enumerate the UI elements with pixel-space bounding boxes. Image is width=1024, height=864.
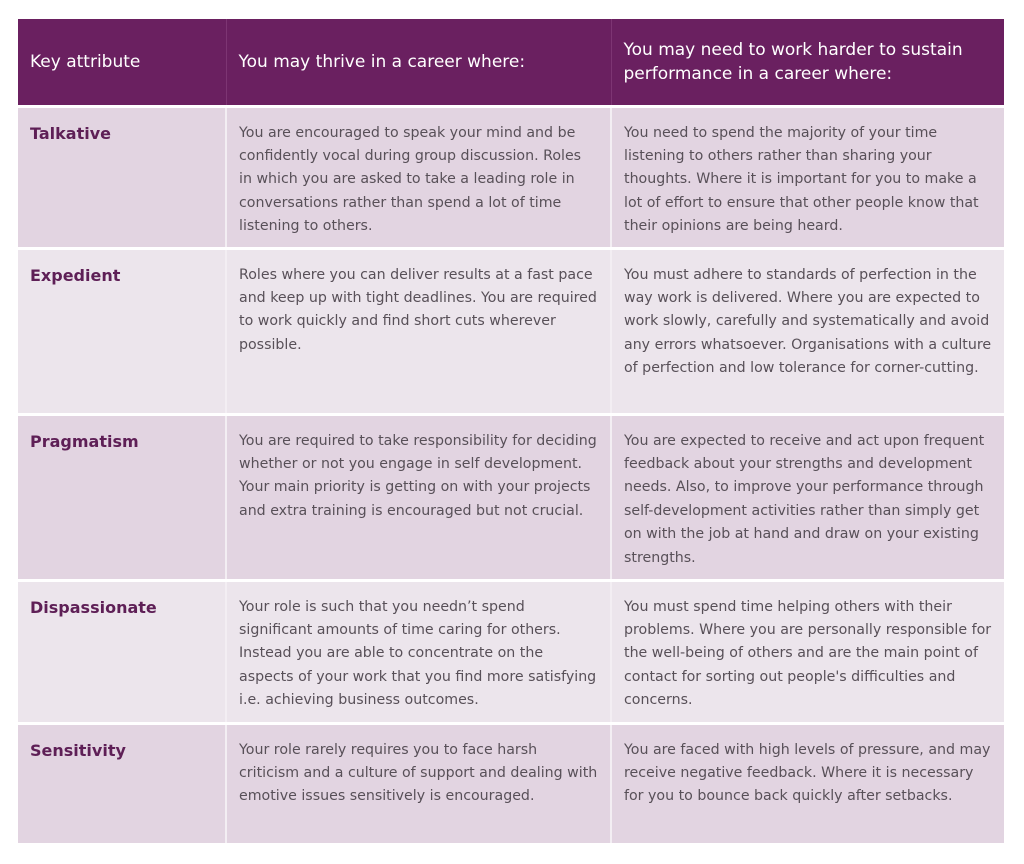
attribute-name: Expedient (18, 248, 227, 414)
attribute-name: Pragmatism (18, 414, 227, 580)
work-harder-description: You must spend time helping others with … (611, 580, 1004, 723)
attribute-name: Sensitivity (18, 723, 227, 843)
table-row: Dispassionate Your role is such that you… (18, 580, 1004, 723)
thrive-description: Roles where you can deliver results at a… (226, 248, 612, 414)
attribute-name: Dispassionate (18, 580, 227, 723)
table-header-row: Key attribute You may thrive in a career… (18, 19, 1004, 106)
work-harder-description: You need to spend the majority of your t… (611, 106, 1004, 248)
table-row: Pragmatism You are required to take resp… (18, 414, 1004, 580)
thrive-description: You are required to take responsibility … (226, 414, 612, 580)
header-work-harder: You may need to work harder to sustain p… (611, 19, 1004, 106)
attributes-table-container: Key attribute You may thrive in a career… (18, 19, 1004, 843)
work-harder-description: You are expected to receive and act upon… (611, 414, 1004, 580)
attributes-table: Key attribute You may thrive in a career… (18, 19, 1004, 843)
work-harder-description: You are faced with high levels of pressu… (611, 723, 1004, 843)
table-row: Talkative You are encouraged to speak yo… (18, 106, 1004, 248)
header-thrive: You may thrive in a career where: (226, 19, 612, 106)
table-row: Sensitivity Your role rarely requires yo… (18, 723, 1004, 843)
thrive-description: You are encouraged to speak your mind an… (226, 106, 612, 248)
thrive-description: Your role rarely requires you to face ha… (226, 723, 612, 843)
attribute-name: Talkative (18, 106, 227, 248)
header-key-attribute: Key attribute (18, 19, 227, 106)
table-row: Expedient Roles where you can deliver re… (18, 248, 1004, 414)
thrive-description: Your role is such that you needn’t spend… (226, 580, 612, 723)
work-harder-description: You must adhere to standards of perfecti… (611, 248, 1004, 414)
